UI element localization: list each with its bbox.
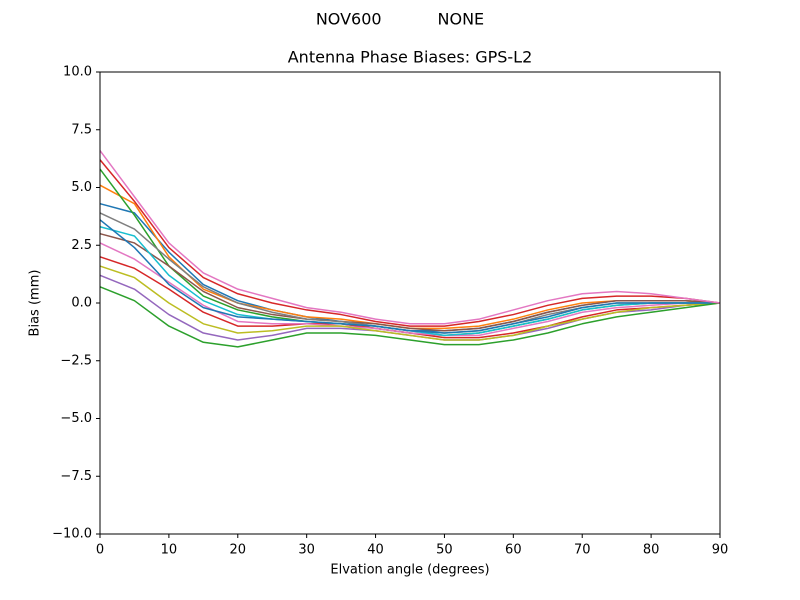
x-tick-label: 50 [436,543,453,558]
chart-title: Antenna Phase Biases: GPS-L2 [288,48,533,67]
y-tick-label: −7.5 [60,469,92,484]
y-tick-label: 2.5 [71,238,92,253]
series-line [99,219,720,334]
series-line [99,265,721,341]
plot-area [99,150,721,348]
suptitle: NOV600 NONE [316,10,484,29]
series-line [99,286,721,348]
x-tick-label: 30 [298,543,315,558]
x-tick-label: 60 [505,543,522,558]
series-line [99,150,721,325]
x-tick-label: 40 [367,543,384,558]
x-tick-label: 20 [230,543,247,558]
y-tick-label: −5.0 [60,411,92,426]
y-tick-label: −10.0 [52,527,92,542]
y-tick-label: 0.0 [71,296,92,311]
y-tick-label: 10.0 [63,65,92,80]
series-line [99,159,721,327]
x-tick-label: 0 [96,543,104,558]
x-tick-label: 80 [643,543,660,558]
y-tick-label: 5.0 [71,180,92,195]
x-axis-label: Elvation angle (degrees) [330,563,489,578]
series-line [99,232,721,332]
y-tick-label: −2.5 [60,353,92,368]
x-tick-label: 10 [161,543,178,558]
y-tick-label: 7.5 [71,122,92,137]
series-line [99,242,720,337]
y-axis-label: Bias (mm) [28,270,43,337]
x-tick-label: 70 [574,543,591,558]
x-tick-label: 90 [712,543,729,558]
